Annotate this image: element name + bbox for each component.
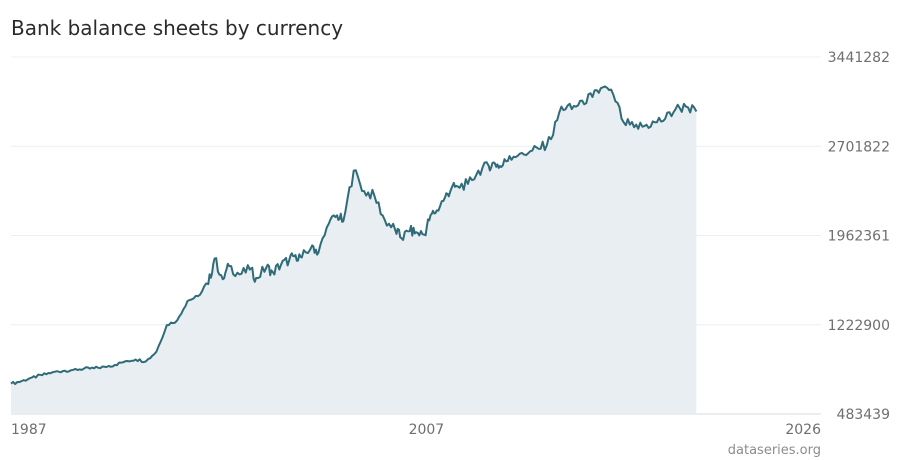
x-tick-label: 1987 [11,422,47,438]
y-tick-label: 3441282 [828,50,890,66]
y-tick-label: 483439 [837,407,890,423]
x-tick-label: 2026 [785,422,821,438]
y-tick-label: 1222900 [828,318,890,334]
y-tick-label: 1962361 [828,229,890,245]
source-label: dataseries.org [728,443,821,458]
x-tick-label: 2007 [409,422,445,438]
series-line [10,85,698,385]
y-tick-label: 2701822 [828,139,890,155]
plot-area [10,85,698,415]
chart-title: Bank balance sheets by currency [11,16,343,40]
x-axis: 1987 2007 2026 [11,422,821,438]
series-area [11,86,697,415]
y-axis: 483439 1222900 1962361 2701822 3441282 [828,50,890,423]
